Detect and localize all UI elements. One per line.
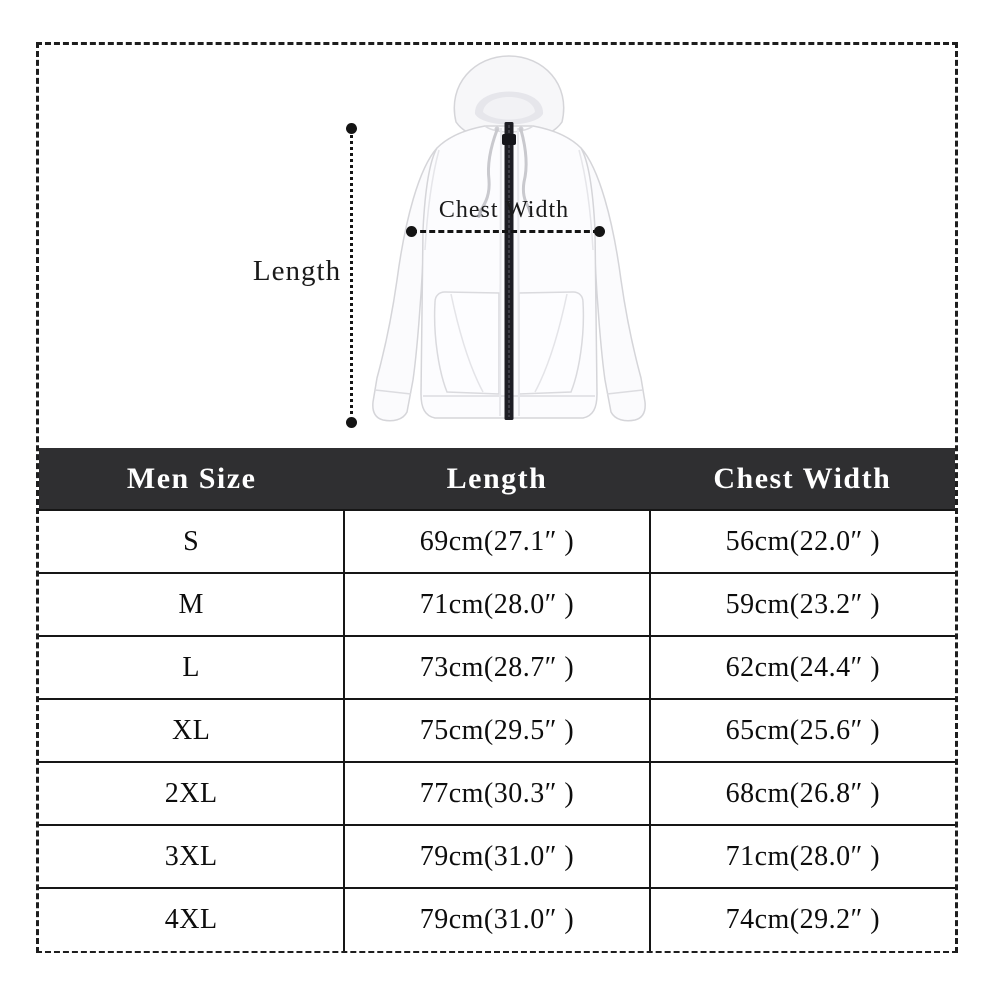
table-row: XL 75cm(29.5″ ) 65cm(25.6″ )	[39, 698, 955, 763]
table-row: S 69cm(27.1″ ) 56cm(22.0″ )	[39, 509, 955, 574]
length-cell: 77cm(30.3″ )	[343, 761, 651, 826]
chest-cell: 74cm(29.2″ )	[648, 887, 955, 951]
left-cuff-seam	[374, 389, 412, 395]
hoodie-illustration	[372, 55, 646, 422]
left-pocket-opening	[450, 293, 484, 393]
length-cell: 75cm(29.5″ )	[343, 698, 651, 763]
size-table: Men Size Length Chest Width S 69cm(27.1″…	[39, 448, 955, 951]
chest-cell: 68cm(26.8″ )	[648, 761, 955, 826]
right-armhole-seam	[578, 149, 594, 251]
length-label: Length	[252, 255, 342, 287]
table-row: 2XL 77cm(30.3″ ) 68cm(26.8″ )	[39, 761, 955, 826]
size-cell: M	[39, 572, 346, 637]
size-cell: 4XL	[39, 887, 346, 951]
table-row: L 73cm(28.7″ ) 62cm(24.4″ )	[39, 635, 955, 700]
right-placket	[517, 127, 520, 417]
chest-width-measure-line	[411, 230, 599, 233]
size-cell: L	[39, 635, 346, 700]
right-drawstring	[519, 128, 531, 210]
left-aglet	[477, 208, 483, 218]
column-header-chest-width: Chest Width	[649, 448, 955, 510]
chest-width-measure-dot-right	[594, 226, 605, 237]
table-row: 4XL 79cm(31.0″ ) 74cm(29.2″ )	[39, 887, 955, 951]
measurement-diagram: Length Chest Width	[39, 45, 955, 448]
column-header-men-size: Men Size	[39, 448, 345, 510]
left-drawstring	[479, 128, 499, 212]
size-cell: S	[39, 509, 346, 574]
size-table-header: Men Size Length Chest Width	[39, 448, 955, 510]
right-pocket	[518, 291, 585, 395]
length-measure-dot-top	[346, 123, 357, 134]
length-cell: 71cm(28.0″ )	[343, 572, 651, 637]
size-cell: 3XL	[39, 824, 346, 889]
length-cell: 73cm(28.7″ )	[343, 635, 651, 700]
size-cell: XL	[39, 698, 346, 763]
chest-width-label: Chest Width	[438, 197, 570, 223]
length-measure-dot-bottom	[346, 417, 357, 428]
chest-cell: 65cm(25.6″ )	[648, 698, 955, 763]
length-measure-line	[350, 128, 353, 422]
zipper-pull	[502, 134, 516, 145]
table-row: 3XL 79cm(31.0″ ) 71cm(28.0″ )	[39, 824, 955, 889]
right-pocket-opening	[534, 293, 568, 393]
left-pocket	[433, 291, 500, 395]
hood-lining	[483, 97, 535, 120]
chest-cell: 59cm(23.2″ )	[648, 572, 955, 637]
left-placket	[499, 127, 502, 417]
table-row: M 71cm(28.0″ ) 59cm(23.2″ )	[39, 572, 955, 637]
chest-cell: 56cm(22.0″ )	[648, 509, 955, 574]
left-armhole-seam	[424, 149, 440, 251]
size-cell: 2XL	[39, 761, 346, 826]
length-cell: 69cm(27.1″ )	[343, 509, 651, 574]
length-cell: 79cm(31.0″ )	[343, 887, 651, 951]
length-cell: 79cm(31.0″ )	[343, 824, 651, 889]
chest-width-measure-dot-left	[406, 226, 417, 237]
right-aglet	[527, 206, 533, 216]
chest-cell: 71cm(28.0″ )	[648, 824, 955, 889]
size-chart-frame: Length Chest Width Men Size Length Chest…	[36, 42, 958, 953]
chest-cell: 62cm(24.4″ )	[648, 635, 955, 700]
right-cuff-seam	[606, 389, 644, 395]
column-header-length: Length	[344, 448, 650, 510]
